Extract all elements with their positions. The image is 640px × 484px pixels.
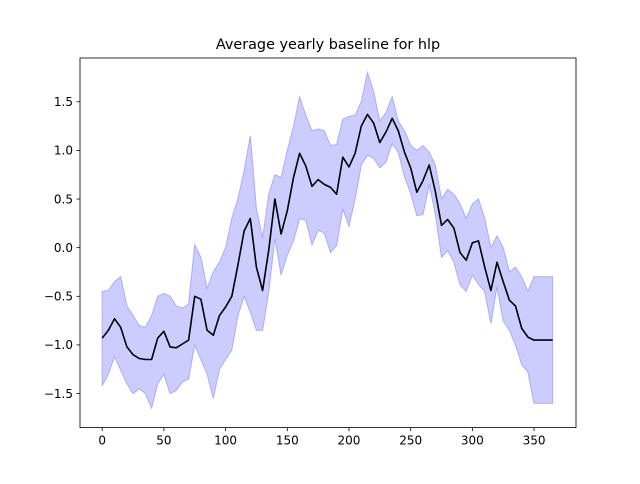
mean-line-layer bbox=[101, 113, 553, 361]
y-axis: −1.5 −1.0 −0.5 0.0 0.5 1.0 1.5 bbox=[44, 95, 80, 401]
x-tick-label: 0 bbox=[98, 434, 106, 448]
y-tick-label: −1.0 bbox=[44, 338, 73, 352]
y-tick-label: 0.0 bbox=[54, 241, 73, 255]
x-tick-label: 150 bbox=[276, 434, 299, 448]
confidence-band-layer bbox=[101, 70, 554, 410]
chart-title: Average yearly baseline for hlp bbox=[216, 37, 440, 53]
y-tick-label: 1.0 bbox=[54, 144, 73, 158]
y-tick-label: −0.5 bbox=[44, 290, 73, 304]
x-axis: 0 50 100 150 200 250 300 350 bbox=[98, 427, 546, 448]
y-tick-label: 1.5 bbox=[54, 95, 73, 109]
x-tick-label: 200 bbox=[338, 434, 361, 448]
y-tick-label: 0.5 bbox=[54, 192, 73, 206]
confidence-band bbox=[101, 70, 554, 410]
x-tick-label: 300 bbox=[461, 434, 484, 448]
x-tick-label: 350 bbox=[523, 434, 546, 448]
y-tick-label: −1.5 bbox=[44, 387, 73, 401]
x-tick-label: 100 bbox=[214, 434, 237, 448]
mean-line bbox=[101, 113, 553, 361]
x-tick-label: 250 bbox=[399, 434, 422, 448]
x-tick-label: 50 bbox=[156, 434, 171, 448]
plot-frame bbox=[79, 57, 577, 429]
